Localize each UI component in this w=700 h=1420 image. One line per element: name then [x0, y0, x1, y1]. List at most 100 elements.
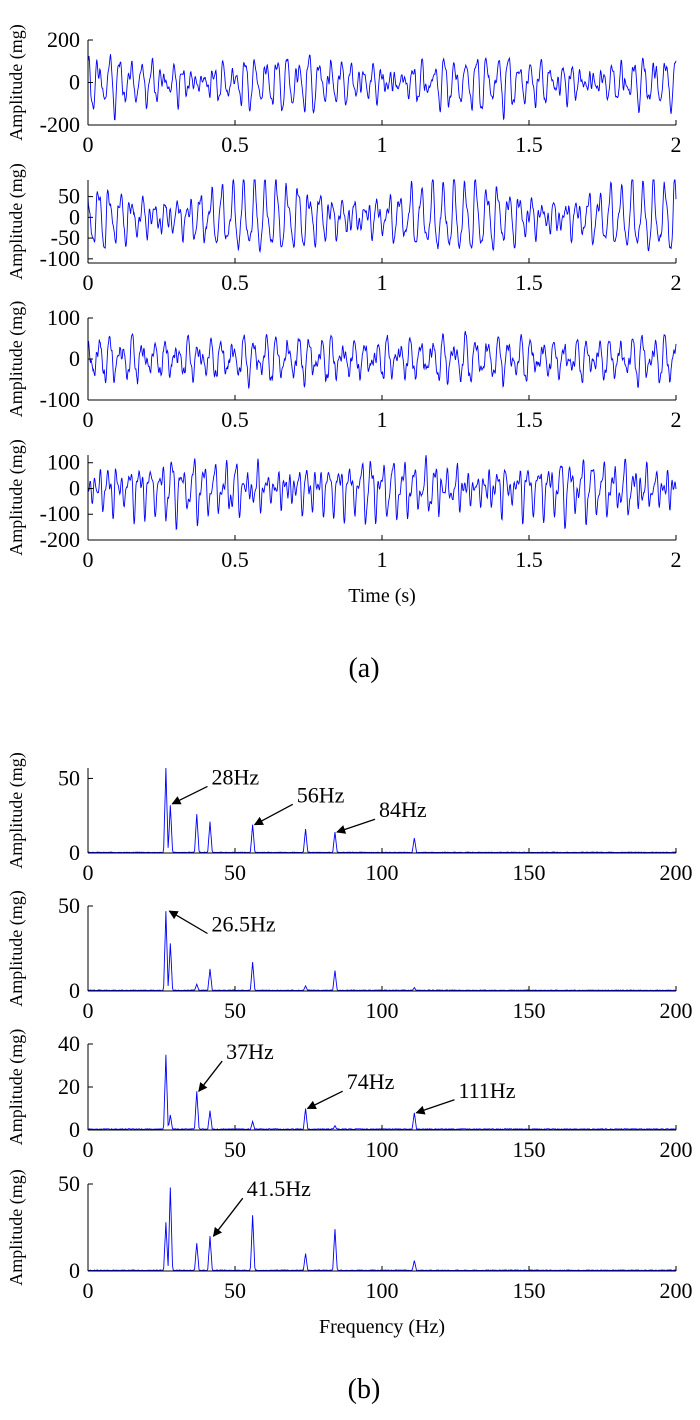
- x-tick-label: 0: [83, 860, 94, 885]
- y-tick-label: 100: [47, 450, 80, 475]
- x-tick-label: 0: [83, 132, 94, 157]
- x-tick-label: 2: [671, 270, 682, 295]
- x-tick-label: 1.5: [515, 270, 543, 295]
- x-tick-label: 50: [224, 1137, 246, 1162]
- x-axis-label: Frequency (Hz): [319, 1316, 445, 1338]
- x-tick-label: 1: [377, 547, 388, 572]
- series-line: [87, 1187, 676, 1272]
- y-axis-label: Amplitude (mg): [6, 163, 27, 279]
- annotation-arrow: [198, 1060, 223, 1093]
- y-axis-label: Amplitude (mg): [6, 1169, 27, 1285]
- y-axis-label: Amplitude (mg): [6, 1029, 27, 1145]
- y-tick-label: 0: [69, 346, 80, 371]
- x-tick-label: 150: [513, 860, 546, 885]
- x-tick-label: 150: [513, 1278, 546, 1303]
- y-tick-label: 20: [58, 1074, 80, 1099]
- y-tick-label: 0: [69, 978, 80, 1003]
- y-tick-label: 200: [47, 27, 80, 52]
- y-tick-label: 0: [69, 1258, 80, 1283]
- y-tick-label: 50: [58, 1171, 80, 1196]
- series-line: [87, 455, 677, 531]
- y-tick-label: 100: [47, 305, 80, 330]
- annotation-label: 56Hz: [297, 782, 345, 807]
- y-tick-label: -100: [40, 246, 80, 271]
- y-tick-label: -100: [40, 501, 80, 526]
- figure-label-b: (b): [348, 1374, 381, 1405]
- x-tick-label: 2: [671, 547, 682, 572]
- y-tick-label: 40: [58, 1031, 80, 1056]
- chart-panel-6: 0 50 100 150 200 0 50 Amplitude (mg) 26.5Hz: [6, 890, 693, 1023]
- x-tick-label: 1: [377, 132, 388, 157]
- y-tick-label: 50: [58, 765, 80, 790]
- x-tick-label: 200: [660, 1278, 693, 1303]
- annotation-label: 84Hz: [379, 797, 427, 822]
- y-axis-label: Amplitude (mg): [6, 890, 27, 1006]
- annotation-arrow: [415, 1099, 455, 1115]
- x-tick-label: 0: [83, 1278, 94, 1303]
- annotation-arrow: [168, 910, 208, 935]
- x-tick-label: 2: [671, 132, 682, 157]
- y-axis-label: Amplitude (mg): [6, 752, 27, 868]
- x-tick-label: 50: [224, 860, 246, 885]
- y-axis-label: Amplitude (mg): [6, 301, 27, 417]
- y-tick-label: 0: [69, 204, 80, 229]
- chart-panel-7: 0 50 100 150 200 0 20 40 Amplitude (mg) 37Hz 74Hz 1…: [6, 1029, 693, 1162]
- x-tick-label: 150: [513, 1137, 546, 1162]
- x-tick-label: 0.5: [221, 407, 249, 432]
- x-tick-label: 100: [366, 860, 399, 885]
- x-tick-label: 1: [377, 407, 388, 432]
- y-tick-label: -200: [40, 112, 80, 137]
- annotation-label: 111Hz: [458, 1078, 515, 1103]
- y-axis-label: Amplitude (mg): [6, 439, 27, 555]
- y-tick-label: 50: [58, 184, 80, 209]
- x-tick-label: 200: [660, 1137, 693, 1162]
- series-line: [87, 911, 677, 992]
- series-line: [87, 331, 677, 389]
- y-axis-label: Amplitude (mg): [6, 24, 27, 140]
- series-line: [87, 54, 677, 121]
- x-tick-label: 50: [224, 1278, 246, 1303]
- x-tick-label: 1.5: [515, 132, 543, 157]
- annotation-label: 37Hz: [226, 1039, 274, 1064]
- x-tick-label: 100: [366, 1137, 399, 1162]
- y-tick-label: -100: [40, 387, 80, 412]
- y-tick-label: 0: [69, 1117, 80, 1142]
- x-tick-label: 1.5: [515, 547, 543, 572]
- annotation-arrow: [336, 818, 376, 834]
- x-tick-label: 100: [366, 1278, 399, 1303]
- x-tick-label: 0: [83, 998, 94, 1023]
- x-tick-label: 0.5: [221, 270, 249, 295]
- x-tick-label: 0: [83, 270, 94, 295]
- figure-label-a: (a): [348, 653, 379, 684]
- x-tick-label: 200: [660, 998, 693, 1023]
- x-tick-label: 1.5: [515, 407, 543, 432]
- chart-panel-8: 0 50 100 150 200 0 50 Amplitude (mg) Frequency (…: [6, 1169, 693, 1338]
- annotation-arrow: [253, 803, 294, 826]
- y-tick-label: -200: [40, 527, 80, 552]
- annotation-arrow: [212, 1197, 244, 1237]
- x-tick-label: 100: [366, 998, 399, 1023]
- x-tick-label: 0.5: [221, 547, 249, 572]
- annotation-arrow: [171, 785, 208, 805]
- x-tick-label: 150: [513, 998, 546, 1023]
- x-tick-label: 1: [377, 270, 388, 295]
- x-tick-label: 50: [224, 998, 246, 1023]
- annotation-label: 28Hz: [211, 764, 259, 789]
- series-line: [87, 178, 677, 254]
- y-tick-label: 0: [69, 475, 80, 500]
- annotation-arrow: [306, 1090, 344, 1110]
- x-tick-label: 0.5: [221, 132, 249, 157]
- annotation-label: 41.5Hz: [247, 1176, 311, 1201]
- x-tick-label: 0: [83, 547, 94, 572]
- annotation-label: 26.5Hz: [211, 912, 275, 937]
- x-tick-label: 0: [83, 1137, 94, 1162]
- x-axis-label: Time (s): [348, 585, 416, 607]
- y-tick-label: 50: [58, 893, 80, 918]
- x-tick-label: 0: [83, 407, 94, 432]
- x-tick-label: 2: [671, 407, 682, 432]
- y-tick-label: 0: [69, 70, 80, 95]
